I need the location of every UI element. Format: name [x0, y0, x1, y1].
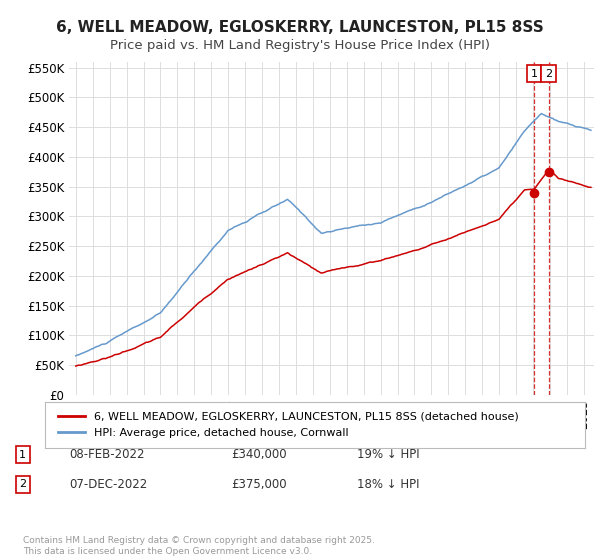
- Text: 18% ↓ HPI: 18% ↓ HPI: [357, 478, 419, 491]
- Text: 08-FEB-2022: 08-FEB-2022: [69, 448, 145, 461]
- Text: 19% ↓ HPI: 19% ↓ HPI: [357, 448, 419, 461]
- Text: 6, WELL MEADOW, EGLOSKERRY, LAUNCESTON, PL15 8SS: 6, WELL MEADOW, EGLOSKERRY, LAUNCESTON, …: [56, 20, 544, 35]
- Text: 2: 2: [545, 68, 552, 78]
- Text: 1: 1: [531, 68, 538, 78]
- Legend: 6, WELL MEADOW, EGLOSKERRY, LAUNCESTON, PL15 8SS (detached house), HPI: Average : 6, WELL MEADOW, EGLOSKERRY, LAUNCESTON, …: [53, 408, 524, 442]
- Text: Contains HM Land Registry data © Crown copyright and database right 2025.
This d: Contains HM Land Registry data © Crown c…: [23, 536, 374, 556]
- Text: 07-DEC-2022: 07-DEC-2022: [69, 478, 147, 491]
- Text: 1: 1: [19, 450, 26, 460]
- Text: £375,000: £375,000: [231, 478, 287, 491]
- Text: 2: 2: [19, 479, 26, 489]
- Text: Price paid vs. HM Land Registry's House Price Index (HPI): Price paid vs. HM Land Registry's House …: [110, 39, 490, 52]
- Text: £340,000: £340,000: [231, 448, 287, 461]
